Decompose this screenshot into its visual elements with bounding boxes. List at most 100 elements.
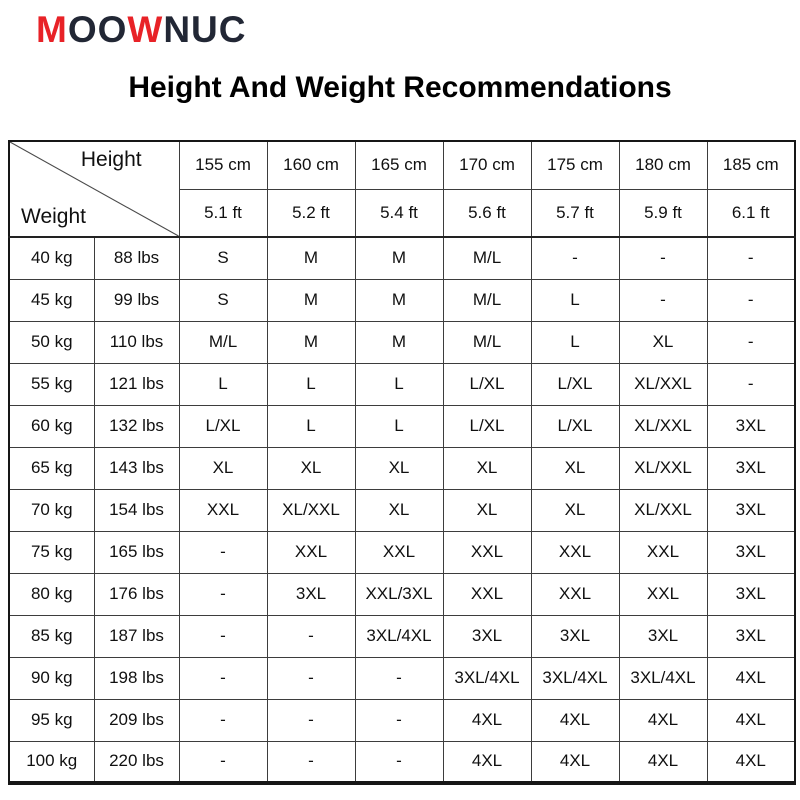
size-value-cell: M xyxy=(266,278,356,322)
table-row: 85 kg 187 lbs - -3XL/4XL 3XL 3XL 3XL 3XL xyxy=(8,614,796,658)
weight-kg-cell: 70 kg xyxy=(8,488,95,532)
weight-lbs-cell: 165 lbs xyxy=(93,530,180,574)
size-value-cell: - xyxy=(530,236,620,280)
height-cm-header: 160 cm xyxy=(266,140,356,190)
weight-kg-cell: 100 kg xyxy=(8,740,95,784)
size-value-cell: S xyxy=(178,278,268,322)
height-ft-header: 6.1 ft xyxy=(706,188,796,238)
weight-lbs-cell: 198 lbs xyxy=(93,656,180,700)
size-value-cell: XL xyxy=(266,446,356,490)
size-value-cell: XL xyxy=(178,446,268,490)
size-value-cell: - xyxy=(706,320,796,364)
size-value-cell: L xyxy=(354,362,444,406)
weight-kg-cell: 80 kg xyxy=(8,572,95,616)
size-value-cell: L/XL xyxy=(178,404,268,448)
height-cm-header: 155 cm xyxy=(178,140,268,190)
size-value-cell: 3XL xyxy=(706,530,796,574)
size-value-cell: 4XL xyxy=(442,698,532,742)
size-value-cell: 4XL xyxy=(706,656,796,700)
weight-kg-cell: 60 kg xyxy=(8,404,95,448)
size-value-cell: L/XL xyxy=(442,362,532,406)
height-cm-header: 165 cm xyxy=(354,140,444,190)
table-row: 75 kg 165 lbs - XXL XXL XXL XXL XXL 3XL xyxy=(8,530,796,574)
size-value-cell: 3XL xyxy=(618,614,708,658)
height-ft-header: 5.6 ft xyxy=(442,188,532,238)
size-value-cell: - xyxy=(354,740,444,784)
size-value-cell: XL xyxy=(442,446,532,490)
table-row: 40 kg 88 lbs S M M M/L - - - xyxy=(8,236,796,280)
size-value-cell: XL xyxy=(530,446,620,490)
size-value-cell: 4XL xyxy=(618,740,708,784)
table-row: 95 kg 209 lbs - - -4XL 4XL 4XL 4XL xyxy=(8,698,796,742)
size-value-cell: - xyxy=(178,698,268,742)
size-value-cell: M/L xyxy=(442,320,532,364)
size-value-cell: L xyxy=(266,404,356,448)
size-value-cell: L xyxy=(530,278,620,322)
size-value-cell: 3XL xyxy=(266,572,356,616)
weight-axis-label: Weight xyxy=(21,205,86,228)
size-value-cell: XL xyxy=(618,320,708,364)
weight-lbs-cell: 176 lbs xyxy=(93,572,180,616)
size-value-cell: 4XL xyxy=(706,698,796,742)
size-value-cell: XXL xyxy=(618,530,708,574)
height-ft-header: 5.1 ft xyxy=(178,188,268,238)
table-row: 70 kg 154 lbs XXL XL/XXL XL XL XL XL/XXL 3XL xyxy=(8,488,796,532)
size-value-cell: - xyxy=(618,278,708,322)
size-value-cell: M xyxy=(354,278,444,322)
weight-kg-cell: 75 kg xyxy=(8,530,95,574)
size-value-cell: - xyxy=(178,614,268,658)
size-value-cell: 4XL xyxy=(706,740,796,784)
weight-lbs-cell: 187 lbs xyxy=(93,614,180,658)
size-value-cell: - xyxy=(178,530,268,574)
size-chart-table: Height Weight 155 cm 160 cm 165 cm 170 cm 17… xyxy=(8,140,796,785)
size-value-cell: 3XL/4XL xyxy=(618,656,708,700)
size-value-cell: XL xyxy=(354,488,444,532)
size-value-cell: 4XL xyxy=(618,698,708,742)
weight-kg-cell: 65 kg xyxy=(8,446,95,490)
height-ft-header: 5.2 ft xyxy=(266,188,356,238)
size-value-cell: - xyxy=(178,572,268,616)
table-row: 55 kg 121 lbs L L L L/XL L/XL XL/XXL - xyxy=(8,362,796,406)
size-value-cell: 4XL xyxy=(530,698,620,742)
header-row-ft: 5.1 ft 5.2 ft 5.4 ft 5.6 ft 5.7 ft 5.9 ft 6.1 … xyxy=(9,188,796,238)
brand-logo: MOOWNUC xyxy=(36,8,247,52)
size-value-cell: M/L xyxy=(442,236,532,280)
table-row: 90 kg 198 lbs - - -3XL/4XL 3XL/4XL 3XL/4XL 4XL xyxy=(8,656,796,700)
size-value-cell: M/L xyxy=(442,278,532,322)
weight-lbs-cell: 220 lbs xyxy=(93,740,180,784)
size-value-cell: L/XL xyxy=(442,404,532,448)
table-row: 80 kg 176 lbs -3XL XXL/3XL XXL XXL XXL 3XL xyxy=(8,572,796,616)
brand-letter: W xyxy=(127,9,164,50)
table-row: 45 kg 99 lbs S M M M/L L - - xyxy=(8,278,796,322)
size-value-cell: XXL xyxy=(442,572,532,616)
size-value-cell: - xyxy=(706,362,796,406)
table-row: 60 kg 132 lbs L/XL L L L/XL L/XL XL/XXL 3XL xyxy=(8,404,796,448)
size-value-cell: XXL xyxy=(530,530,620,574)
size-value-cell: - xyxy=(618,236,708,280)
table-row: 65 kg 143 lbs XL XL XL XL XL XL/XXL 3XL xyxy=(8,446,796,490)
size-value-cell: XXL xyxy=(618,572,708,616)
size-value-cell: - xyxy=(706,278,796,322)
size-value-cell: M xyxy=(354,236,444,280)
height-ft-header: 5.9 ft xyxy=(618,188,708,238)
brand-letter: M xyxy=(36,9,68,50)
size-value-cell: L xyxy=(266,362,356,406)
header-row-cm: Height Weight 155 cm 160 cm 165 cm 170 cm 17… xyxy=(8,140,796,238)
size-value-cell: XL/XXL xyxy=(618,404,708,448)
size-value-cell: 3XL xyxy=(530,614,620,658)
weight-kg-cell: 40 kg xyxy=(8,236,95,280)
size-value-cell: 4XL xyxy=(530,740,620,784)
size-value-cell: M xyxy=(354,320,444,364)
size-value-cell: XL/XXL xyxy=(266,488,356,532)
size-value-cell: XL/XXL xyxy=(618,488,708,532)
size-value-cell: XL/XXL xyxy=(618,446,708,490)
size-value-cell: - xyxy=(266,614,356,658)
weight-kg-cell: 90 kg xyxy=(8,656,95,700)
size-value-cell: 3XL xyxy=(706,614,796,658)
size-value-cell: L/XL xyxy=(530,362,620,406)
size-value-cell: XXL xyxy=(354,530,444,574)
size-value-cell: M/L xyxy=(178,320,268,364)
height-ft-header: 5.4 ft xyxy=(354,188,444,238)
size-value-cell: XL xyxy=(530,488,620,532)
weight-lbs-cell: 154 lbs xyxy=(93,488,180,532)
